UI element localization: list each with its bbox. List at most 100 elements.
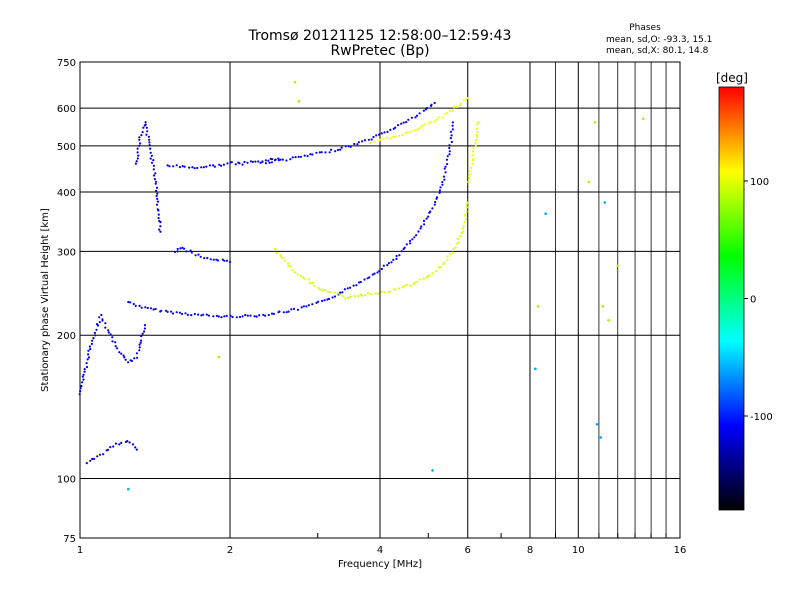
data-points xyxy=(78,80,645,491)
data-point xyxy=(320,151,323,154)
data-point xyxy=(367,138,370,141)
data-point xyxy=(199,255,202,258)
data-point xyxy=(382,264,385,267)
data-point xyxy=(267,313,270,317)
data-point xyxy=(429,210,432,213)
data-point xyxy=(81,381,84,384)
data-point xyxy=(373,272,376,275)
data-point xyxy=(450,140,453,144)
x-tick-label: 2 xyxy=(227,545,233,556)
data-point xyxy=(134,446,137,449)
data-point xyxy=(388,137,391,140)
data-point xyxy=(387,262,390,265)
data-point xyxy=(338,293,341,296)
chart-title: Tromsø 20121125 12:58:00–12:59:43 xyxy=(248,28,512,44)
data-point xyxy=(468,170,471,173)
data-point xyxy=(166,164,169,167)
data-point xyxy=(112,445,115,448)
data-point xyxy=(324,151,327,154)
data-point xyxy=(234,163,237,166)
data-point xyxy=(93,457,96,460)
data-point xyxy=(274,158,277,161)
data-point xyxy=(439,186,442,189)
data-point xyxy=(218,163,221,166)
data-point xyxy=(213,165,216,168)
data-point xyxy=(317,286,320,289)
data-point xyxy=(144,306,147,309)
data-point xyxy=(360,294,363,297)
data-point xyxy=(349,295,352,298)
data-point xyxy=(421,124,424,127)
data-point xyxy=(406,283,409,286)
data-point xyxy=(372,135,375,139)
data-point xyxy=(172,165,175,168)
data-point xyxy=(173,250,177,254)
data-point xyxy=(159,225,162,228)
data-point xyxy=(83,368,86,371)
data-point xyxy=(382,137,385,140)
data-point xyxy=(229,314,232,317)
data-point xyxy=(120,352,123,355)
data-point xyxy=(178,311,181,314)
data-point xyxy=(180,312,184,316)
data-point xyxy=(140,339,143,342)
data-point xyxy=(287,310,290,313)
data-point xyxy=(175,164,178,167)
data-point xyxy=(299,155,303,158)
data-point xyxy=(291,269,294,272)
data-point xyxy=(379,138,382,141)
data-point xyxy=(306,154,309,158)
data-point xyxy=(415,114,419,117)
data-point xyxy=(344,145,347,148)
data-point xyxy=(422,277,425,280)
data-point xyxy=(427,215,430,218)
data-point xyxy=(152,308,155,311)
y-tick-label: 750 xyxy=(57,58,76,69)
data-point xyxy=(215,314,218,317)
data-point xyxy=(128,441,131,444)
data-point xyxy=(268,161,271,164)
data-point xyxy=(357,281,361,284)
data-point xyxy=(402,121,405,124)
data-point xyxy=(293,271,296,274)
data-point xyxy=(278,310,281,313)
data-point xyxy=(168,165,171,168)
data-point xyxy=(222,163,225,166)
data-point xyxy=(124,358,127,361)
data-point xyxy=(595,422,599,426)
data-point xyxy=(212,164,215,167)
data-point xyxy=(143,327,146,330)
data-point xyxy=(472,147,475,150)
data-point xyxy=(292,307,296,310)
data-point xyxy=(138,144,141,147)
data-point xyxy=(129,301,132,304)
data-point xyxy=(329,148,333,151)
data-point xyxy=(253,315,256,318)
data-point xyxy=(400,250,403,253)
data-point xyxy=(388,290,391,293)
data-point xyxy=(170,310,173,313)
data-point xyxy=(272,312,275,315)
data-point xyxy=(138,349,141,352)
colorbar-label: [deg] xyxy=(716,71,748,85)
data-point xyxy=(323,288,326,291)
data-point xyxy=(457,241,460,244)
data-point xyxy=(152,164,155,167)
data-point xyxy=(341,291,344,294)
data-point xyxy=(466,201,469,204)
data-point xyxy=(279,254,282,257)
data-point xyxy=(439,266,442,269)
data-point xyxy=(375,134,378,137)
data-point xyxy=(443,167,446,170)
phase-legend-o: mean, sd,O: -93.3, 15.1 xyxy=(606,35,712,45)
data-point xyxy=(370,138,373,141)
data-point xyxy=(431,207,434,210)
data-point xyxy=(413,281,416,284)
data-point xyxy=(451,251,454,254)
data-point xyxy=(386,136,389,139)
data-point xyxy=(136,147,139,150)
data-point xyxy=(454,246,457,249)
data-point xyxy=(95,328,98,331)
data-point xyxy=(138,304,141,307)
